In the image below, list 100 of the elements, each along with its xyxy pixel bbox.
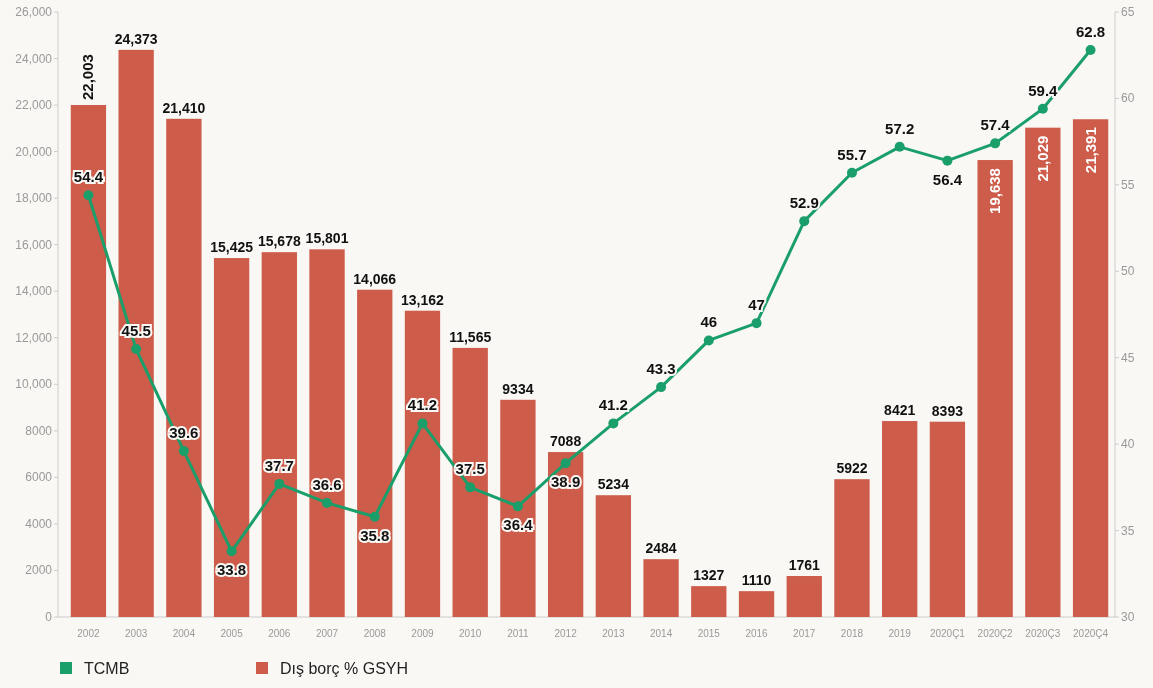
x-tick-label: 2016 <box>745 628 769 639</box>
data-label: 8393 <box>931 402 964 419</box>
data-label: 57.2 <box>885 119 915 137</box>
bar <box>261 252 297 617</box>
x-tick-label: 2007 <box>315 628 339 639</box>
y2-tick-label: 50 <box>1121 264 1135 279</box>
point <box>846 167 857 178</box>
data-label: 43.3 <box>646 360 676 378</box>
point <box>990 138 1001 149</box>
bar <box>452 347 488 617</box>
point <box>751 318 762 329</box>
point <box>131 344 142 355</box>
bar <box>882 421 918 617</box>
data-label: 21,391 <box>1081 127 1099 174</box>
point <box>894 141 905 152</box>
x-tick-label: 2006 <box>268 628 291 639</box>
x-tick-label: 2011 <box>507 628 530 639</box>
point <box>1085 45 1096 56</box>
x-tick-label: 2015 <box>697 628 721 639</box>
data-label: 24,373 <box>114 30 158 47</box>
y2-tick-label: 60 <box>1121 91 1135 106</box>
y2-tick-label: 45 <box>1121 350 1135 365</box>
y-tick-label: 0 <box>45 610 53 624</box>
data-label: 13,162 <box>401 291 445 308</box>
y2-tick-label: 65 <box>1121 5 1135 19</box>
y-tick-label: 10,000 <box>15 377 53 392</box>
data-label: 33.8 <box>216 561 247 579</box>
legend-label: TCMB <box>84 660 130 677</box>
x-tick-label: 2020Ç4 <box>1073 628 1109 639</box>
point <box>322 497 333 508</box>
x-tick-label: 2009 <box>411 628 435 639</box>
data-label: 36.6 <box>312 475 342 493</box>
data-label: 11,565 <box>449 328 492 345</box>
bar <box>70 105 107 617</box>
x-tick-label: 2018 <box>840 628 864 639</box>
x-tick-label: 2020Ç2 <box>977 628 1014 639</box>
y-tick-label: 12,000 <box>15 330 53 345</box>
data-label: 8421 <box>884 402 916 419</box>
bar <box>118 49 154 617</box>
data-label: 41.2 <box>598 396 628 414</box>
x-tick-label: 2014 <box>649 628 673 639</box>
y-tick-label: 20,000 <box>15 144 53 159</box>
data-label: 1761 <box>788 557 821 574</box>
data-label: 38.9 <box>551 473 581 491</box>
data-label: 21,029 <box>1033 135 1051 182</box>
data-label: 15,425 <box>210 239 254 256</box>
data-label: 21,410 <box>162 99 206 116</box>
data-label: 36.4 <box>503 516 534 534</box>
y-tick-label: 4000 <box>25 516 53 531</box>
data-label: 2484 <box>645 540 677 557</box>
x-tick-label: 2020Ç1 <box>929 628 966 639</box>
point <box>1037 103 1048 114</box>
y-tick-label: 24,000 <box>15 51 53 66</box>
bar <box>166 118 202 617</box>
data-label: 56.4 <box>932 170 963 188</box>
x-tick-label: 2013 <box>602 628 625 639</box>
data-label: 14,066 <box>353 270 397 287</box>
bar <box>357 289 393 617</box>
data-label: 37.7 <box>264 456 294 474</box>
bar <box>691 586 727 617</box>
y-tick-label: 18,000 <box>15 191 53 206</box>
point <box>465 482 476 493</box>
bar <box>834 479 870 617</box>
data-label: 9334 <box>502 380 534 397</box>
point <box>656 382 667 393</box>
data-label: 52.9 <box>789 194 819 212</box>
y-tick-label: 22,000 <box>15 98 53 113</box>
point <box>178 446 189 457</box>
point <box>417 418 428 429</box>
bar <box>738 591 775 617</box>
point <box>512 501 523 512</box>
bar <box>404 310 441 617</box>
data-label: 22,003 <box>79 54 97 101</box>
bar <box>929 421 966 617</box>
x-tick-label: 2005 <box>220 628 244 639</box>
legend-label: Dış borç % GSYH <box>280 660 409 677</box>
bar <box>1072 119 1109 617</box>
x-tick-label: 2003 <box>125 628 148 639</box>
data-label: 59.4 <box>1028 81 1059 99</box>
bar <box>213 258 250 617</box>
point <box>274 478 285 489</box>
data-label: 1327 <box>693 567 725 584</box>
y-tick-label: 6000 <box>25 470 53 485</box>
point <box>226 546 237 557</box>
x-tick-label: 2002 <box>77 628 100 639</box>
data-label: 19,638 <box>986 168 1004 214</box>
point <box>83 190 94 201</box>
y2-tick-label: 30 <box>1121 610 1135 624</box>
y-tick-label: 2000 <box>25 563 53 578</box>
data-label: 15,801 <box>305 230 349 247</box>
x-tick-label: 2012 <box>554 628 578 639</box>
x-tick-label: 2010 <box>459 628 482 639</box>
x-tick-label: 2020Ç3 <box>1025 628 1061 639</box>
y2-tick-label: 40 <box>1121 437 1135 452</box>
data-label: 46 <box>700 313 718 331</box>
data-label: 1110 <box>741 572 772 589</box>
bar <box>309 249 345 617</box>
data-label: 54.4 <box>73 168 104 186</box>
y-tick-label: 16,000 <box>15 237 53 252</box>
point <box>560 458 571 469</box>
